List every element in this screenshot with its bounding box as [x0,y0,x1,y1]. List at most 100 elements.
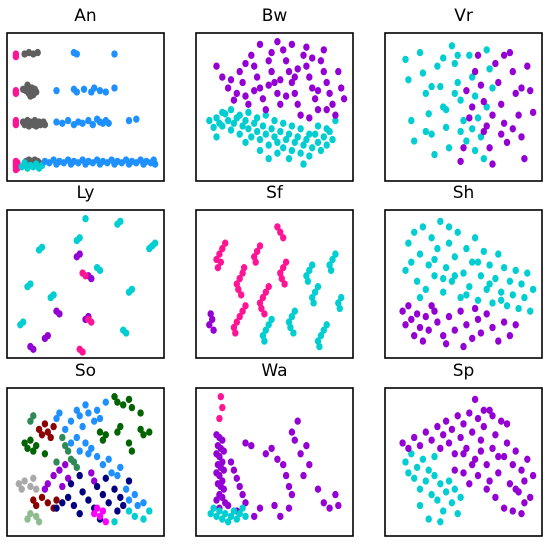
data-point [440,332,447,340]
data-point [274,223,281,231]
panel-sp: Sp [384,361,543,537]
data-point [73,50,81,58]
data-point [93,406,101,414]
data-point [41,485,49,493]
data-point [82,215,89,223]
data-point [261,310,268,318]
data-point [311,288,319,296]
data-point [489,160,496,168]
data-point [271,116,278,125]
data-point [24,515,31,523]
data-point [265,155,272,163]
data-point [440,54,447,62]
data-point [245,100,252,108]
data-point [408,450,415,458]
data-point [274,149,281,157]
data-point [454,78,461,87]
data-point [335,501,342,510]
data-point [99,461,107,469]
data-point [529,285,537,294]
data-point [402,458,409,466]
data-point [210,123,217,132]
data-point [271,501,278,510]
data-point [338,293,345,302]
data-point [405,239,412,247]
data-point [128,403,136,412]
data-point [495,337,502,345]
data-point [294,100,301,108]
data-point [285,482,293,491]
data-point [64,493,72,502]
data-point [33,485,40,493]
data-point [489,412,496,420]
data-point [93,504,101,512]
data-point [280,46,287,54]
data-point [297,149,304,157]
data-point [33,512,40,521]
data-point [320,326,327,334]
data-point [483,122,490,130]
data-point [91,417,98,425]
data-point [425,326,432,334]
data-point [76,471,83,480]
data-point [408,315,415,324]
data-point [445,223,453,231]
data-point [117,422,124,431]
data-point [44,428,51,436]
data-point [280,144,287,152]
data-point [274,38,281,46]
data-point [236,312,243,321]
data-point [405,302,412,310]
data-point [413,310,421,318]
data-point [224,518,232,526]
data-point [489,444,496,453]
data-point [405,444,412,453]
data-point [474,414,482,423]
data-point [67,439,75,447]
data-point [460,450,467,458]
data-point [242,59,249,68]
data-point [338,84,345,92]
data-point [216,471,223,480]
data-point [306,114,313,122]
data-point [512,266,519,275]
data-point [294,65,301,73]
data-point [474,471,482,480]
data-point [422,285,429,294]
data-point [416,293,424,302]
data-point [457,96,464,104]
data-point [503,138,511,147]
data-point [434,422,441,431]
data-point [489,111,496,119]
data-point [457,157,464,166]
data-point [111,84,118,92]
data-point [14,159,21,167]
data-point [428,490,435,499]
data-point [271,133,278,141]
data-point [506,277,514,285]
data-point [434,318,441,326]
data-point [262,106,269,114]
data-point [105,119,112,127]
data-point [287,323,294,332]
data-point [471,304,479,313]
data-point [457,293,464,302]
data-point [261,337,268,345]
data-point [146,428,153,436]
data-point [15,480,22,488]
data-point [120,401,127,409]
data-point [125,439,133,447]
data-point [256,40,264,49]
data-point [102,398,110,406]
data-point [483,103,490,111]
data-point [310,299,317,307]
data-point [80,85,88,93]
data-point [311,95,319,103]
data-point [61,461,69,469]
data-point [253,73,261,81]
plot-frame [384,32,543,182]
data-point [445,477,453,485]
data-point [512,447,519,455]
data-point [300,51,307,59]
data-point [500,452,508,461]
